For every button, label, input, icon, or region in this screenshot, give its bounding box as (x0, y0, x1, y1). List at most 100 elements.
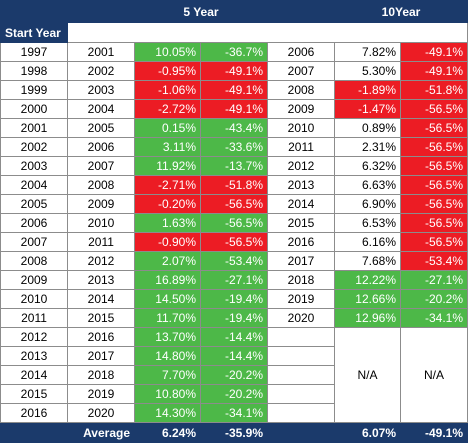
end-year-10yr-cell: 2009 (267, 99, 335, 119)
end-year-5yr-cell: 2019 (67, 384, 135, 404)
table-row: 2012 2016 13.70% -14.4% N/A N/A (0, 327, 468, 423)
end-year-5yr-cell: 2008 (67, 175, 135, 195)
table-row: 1998 2002 -0.95% -49.1% 2007 5.30% -49.1% (0, 61, 468, 81)
return-5yr-cell: -1.06% (134, 80, 201, 100)
worst-5yr-cell: -19.4% (200, 289, 268, 309)
table-row: 2009 2013 16.89% -27.1% 2018 12.22% -27.1% (0, 270, 468, 290)
return-10yr-cell: 6.16% (334, 232, 401, 252)
worst-5yr-cell: -14.4% (200, 346, 268, 366)
worst-5yr-cell: -33.6% (200, 137, 268, 157)
return-5yr-cell: -2.71% (134, 175, 201, 195)
table-row: 1999 2003 -1.06% -49.1% 2008 -1.89% -51.8% (0, 80, 468, 100)
table-row: 2003 2007 11.92% -13.7% 2012 6.32% -56.5% (0, 156, 468, 176)
return-5yr-cell: -0.20% (134, 194, 201, 214)
end-year-10yr-cell: 2008 (267, 80, 335, 100)
return-10yr-cell: 7.82% (334, 42, 401, 62)
end-year-5yr-cell: 2002 (67, 61, 135, 81)
average-row: Average 6.24% -35.9% 6.07% -49.1% (0, 422, 468, 443)
worst-5yr-cell: -56.5% (200, 213, 268, 233)
worst-5yr-cell: -56.5% (200, 232, 268, 252)
average-10yr-a: 6.07% (334, 422, 401, 443)
worst-5yr-cell: -56.5% (200, 194, 268, 214)
start-year-cell: 2009 (0, 270, 68, 290)
end-year-5yr-cell: 2010 (67, 213, 135, 233)
na-10yr-worst: N/A (400, 327, 468, 423)
return-5yr-cell: 16.89% (134, 270, 201, 290)
table-body: 1997 2001 10.05% -36.7% 2006 7.82% -49.1% 1998 2… (0, 42, 468, 423)
start-year-header: Start Year (0, 22, 68, 43)
end-year-5yr-cell: 2017 (67, 346, 135, 366)
start-year-cell: 2015 (0, 384, 68, 404)
end-year-5yr-cell: 2020 (67, 403, 135, 423)
return-10yr-cell: 2.31% (334, 137, 401, 157)
worst-5yr-cell: -20.2% (200, 365, 268, 385)
table-row: 2011 2015 11.70% -19.4% 2020 12.96% -34.1% (0, 308, 468, 328)
start-year-cell: 2003 (0, 156, 68, 176)
start-year-cell: 2012 (0, 327, 68, 347)
empty-10yr-year-cell (267, 403, 335, 423)
end-year-10yr-cell: 2006 (267, 42, 335, 62)
empty-10yr-year-cell (267, 346, 335, 366)
worst-5yr-cell: -49.1% (200, 99, 268, 119)
return-10yr-cell: 6.90% (334, 194, 401, 214)
worst-5yr-cell: -43.4% (200, 118, 268, 138)
worst-5yr-cell: -34.1% (200, 403, 268, 423)
end-year-5yr-cell: 2014 (67, 289, 135, 309)
end-year-5yr-cell: 2003 (67, 80, 135, 100)
table-row: 2016 2020 14.30% -34.1% (0, 403, 468, 423)
header-10-year: 10Year (334, 0, 468, 23)
end-year-5yr-cell: 2004 (67, 99, 135, 119)
return-10yr-cell: 6.63% (334, 175, 401, 195)
end-year-10yr-cell: 2015 (267, 213, 335, 233)
return-5yr-cell: 10.80% (134, 384, 201, 404)
return-10yr-cell: 6.53% (334, 213, 401, 233)
subheader-row: Start Year (0, 22, 468, 43)
return-10yr-cell: 12.66% (334, 289, 401, 309)
end-year-10yr-cell: 2014 (267, 194, 335, 214)
return-5yr-cell: 3.11% (134, 137, 201, 157)
table-row: 2008 2012 2.07% -53.4% 2017 7.68% -53.4% (0, 251, 468, 271)
worst-10yr-cell: -56.5% (400, 232, 468, 252)
start-year-cell: 1998 (0, 61, 68, 81)
return-10yr-cell: 12.96% (334, 308, 401, 328)
worst-10yr-cell: -56.5% (400, 99, 468, 119)
return-5yr-cell: 11.70% (134, 308, 201, 328)
worst-10yr-cell: -49.1% (400, 42, 468, 62)
end-year-10yr-cell: 2019 (267, 289, 335, 309)
worst-10yr-cell: -56.5% (400, 213, 468, 233)
subheader-blank (67, 22, 468, 43)
title-row: 5 Year 10Year (0, 0, 468, 23)
table-row: 2002 2006 3.11% -33.6% 2011 2.31% -56.5% (0, 137, 468, 157)
end-year-5yr-cell: 2001 (67, 42, 135, 62)
average-spacer (267, 422, 335, 443)
worst-10yr-cell: -20.2% (400, 289, 468, 309)
return-5yr-cell: -2.72% (134, 99, 201, 119)
return-10yr-cell: 5.30% (334, 61, 401, 81)
worst-10yr-cell: -56.5% (400, 194, 468, 214)
worst-10yr-cell: -56.5% (400, 156, 468, 176)
return-5yr-cell: 11.92% (134, 156, 201, 176)
worst-10yr-cell: -27.1% (400, 270, 468, 290)
table-row: 2000 2004 -2.72% -49.1% 2009 -1.47% -56.5% (0, 99, 468, 119)
worst-10yr-cell: -53.4% (400, 251, 468, 271)
start-year-cell: 2016 (0, 403, 68, 423)
empty-10yr-year-cell (267, 384, 335, 404)
start-year-cell: 2007 (0, 232, 68, 252)
end-year-10yr-cell: 2013 (267, 175, 335, 195)
return-5yr-cell: -0.90% (134, 232, 201, 252)
start-year-cell: 2006 (0, 213, 68, 233)
end-year-10yr-cell: 2011 (267, 137, 335, 157)
empty-10yr-year-cell (267, 327, 335, 347)
return-10yr-cell: 6.32% (334, 156, 401, 176)
end-year-5yr-cell: 2018 (67, 365, 135, 385)
return-5yr-cell: 14.80% (134, 346, 201, 366)
start-year-cell: 2008 (0, 251, 68, 271)
start-year-cell: 1999 (0, 80, 68, 100)
return-10yr-cell: 12.22% (334, 270, 401, 290)
table-row: 2001 2005 0.15% -43.4% 2010 0.89% -56.5% (0, 118, 468, 138)
worst-10yr-cell: -56.5% (400, 175, 468, 195)
title-blank (0, 0, 135, 23)
table-row: 1997 2001 10.05% -36.7% 2006 7.82% -49.1% (0, 42, 468, 62)
return-5yr-cell: 13.70% (134, 327, 201, 347)
